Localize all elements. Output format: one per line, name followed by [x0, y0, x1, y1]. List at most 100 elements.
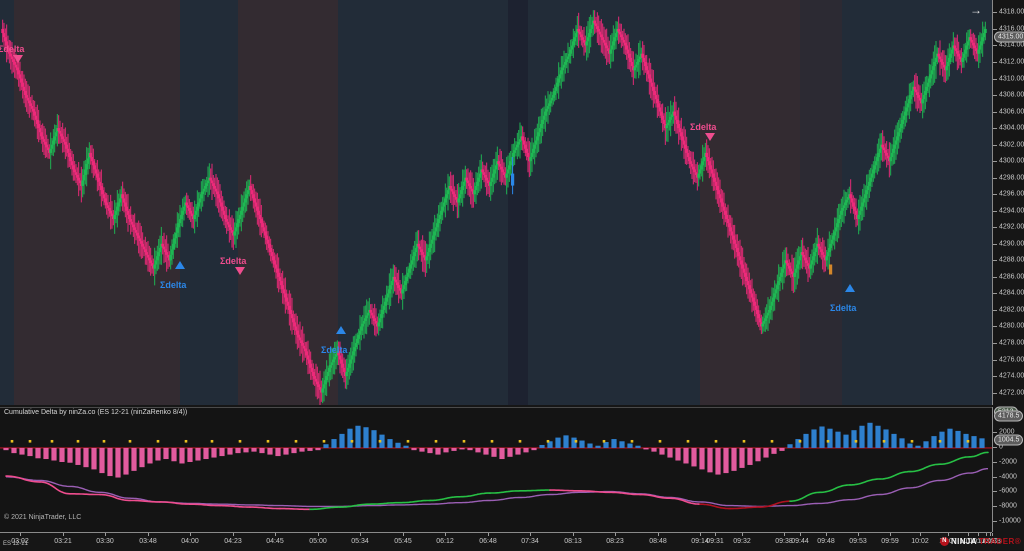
session-band — [508, 0, 528, 405]
price-axis-label: 4314.00 — [999, 41, 1024, 49]
time-tick — [948, 533, 949, 536]
price-axis-label: 4304.00 — [999, 124, 1024, 132]
sigma-delta-label: Σdelta — [830, 303, 857, 313]
time-tick — [233, 533, 234, 536]
time-axis-label: 10:14 — [969, 538, 987, 545]
signal-triangle-down-icon — [705, 133, 715, 141]
price-axis-label: 4276.00 — [999, 356, 1024, 364]
price-axis[interactable]: 4318.00 4316.00 4314.00 4312.00 4310.00 4308.… — [992, 0, 1024, 405]
time-axis-label: 10:18 — [977, 538, 995, 545]
indicator-axis-label: -6000 — [999, 487, 1017, 495]
indicator-tick — [993, 476, 997, 478]
price-tick — [993, 61, 997, 63]
time-tick — [20, 533, 21, 536]
cumulative-delta-plot — [0, 422, 992, 511]
ninjatrader-mark-icon: N — [939, 537, 949, 546]
price-chart-panel[interactable]: Σdelta Σdelta Σdelta Σdelta Σdelta Σdelta — [0, 0, 992, 405]
price-tick — [993, 78, 997, 80]
time-axis[interactable]: 03:02 03:21 03:30 03:48 04:00 04:23 04:45 05:00… — [0, 532, 1001, 551]
indicator-tick — [993, 461, 997, 463]
price-axis-label: 4318.00 — [999, 8, 1024, 16]
time-tick — [318, 533, 319, 536]
session-band — [0, 0, 14, 405]
signal-triangle-up-icon — [336, 326, 346, 334]
cumulative-delta-panel[interactable]: Cumulative Delta by ninZa.co (ES 12-21 (… — [0, 407, 992, 533]
time-axis-label: 09:31 — [706, 538, 724, 545]
indicator-axis-label: 2000 — [999, 428, 1015, 436]
price-axis-label: 4272.00 — [999, 389, 1024, 397]
time-axis-label: 10:23 — [983, 538, 1001, 545]
signal-triangle-up-icon — [845, 284, 855, 292]
price-tick — [993, 227, 997, 229]
price-axis-label: 4308.00 — [999, 91, 1024, 99]
price-axis-label: 4274.00 — [999, 372, 1024, 380]
indicator-value-badge[interactable]: 4178.5 — [994, 410, 1024, 422]
price-axis-label: 4288.00 — [999, 256, 1024, 264]
session-band — [338, 0, 508, 405]
price-tick — [993, 260, 997, 262]
session-band — [14, 0, 180, 405]
time-axis-label: 05:34 — [351, 538, 369, 545]
price-tick — [993, 194, 997, 196]
time-axis-label: 09:53 — [849, 538, 867, 545]
time-tick — [890, 533, 891, 536]
time-tick — [190, 533, 191, 536]
time-axis-label: 06:48 — [479, 538, 497, 545]
price-tick — [993, 111, 997, 113]
sigma-delta-label: Σdelta — [690, 122, 717, 132]
price-tick — [993, 28, 997, 30]
time-axis-label: 08:23 — [606, 538, 624, 545]
signal-triangle-down-icon — [13, 55, 23, 63]
time-tick — [986, 533, 987, 536]
time-axis-label: 03:02 — [11, 538, 29, 545]
time-tick — [275, 533, 276, 536]
indicator-axis[interactable]: 20000-2000-4000-6000-8000-1000052134178.… — [992, 406, 1024, 532]
price-tick — [993, 161, 997, 163]
indicator-axis-label: -10000 — [999, 517, 1021, 525]
price-axis-label: 4280.00 — [999, 322, 1024, 330]
price-candles — [1, 10, 987, 405]
time-axis-label: 03:30 — [96, 538, 114, 545]
time-tick — [63, 533, 64, 536]
time-axis-label: 10:22 — [981, 538, 999, 545]
time-tick — [990, 533, 991, 536]
session-band — [528, 0, 700, 405]
indicator-axis-label: 0 — [999, 443, 1003, 451]
time-tick — [700, 533, 701, 536]
time-axis-label: 07:34 — [521, 538, 539, 545]
price-axis-label: 4286.00 — [999, 273, 1024, 281]
time-tick — [658, 533, 659, 536]
time-tick — [968, 533, 969, 536]
price-tick — [993, 276, 997, 278]
current-price-badge[interactable]: 4315.00 — [994, 31, 1024, 43]
price-axis-label: 4292.00 — [999, 223, 1024, 231]
indicator-title: Cumulative Delta by ninZa.co (ES 12-21 (… — [4, 409, 188, 416]
time-axis-label: 09:14 — [691, 538, 709, 545]
price-axis-label: 4282.00 — [999, 306, 1024, 314]
scroll-to-latest-icon[interactable]: → — [970, 3, 982, 17]
time-axis-label: 05:00 — [309, 538, 327, 545]
price-axis-label: 4298.00 — [999, 174, 1024, 182]
indicator-tick — [993, 491, 997, 493]
sigma-delta-label: Σdelta — [220, 256, 247, 266]
price-tick — [993, 177, 997, 179]
time-tick — [148, 533, 149, 536]
time-tick — [858, 533, 859, 536]
time-axis-label: 05:45 — [394, 538, 412, 545]
copyright-label: © 2021 NinjaTrader, LLC — [4, 514, 82, 521]
time-axis-label: 04:45 — [266, 538, 284, 545]
indicator-value-badge[interactable]: 1004.5 — [994, 434, 1024, 445]
time-axis-label: 03:21 — [54, 538, 72, 545]
price-tick — [993, 326, 997, 328]
price-axis-label: 4294.00 — [999, 207, 1024, 215]
sigma-delta-label: Σdelta — [160, 280, 187, 290]
time-axis-label: 08:48 — [649, 538, 667, 545]
price-axis-label: 4302.00 — [999, 141, 1024, 149]
price-tick — [993, 343, 997, 344]
price-tick — [993, 376, 997, 378]
time-tick — [784, 533, 785, 536]
price-tick — [993, 293, 997, 295]
time-axis-label: 09:59 — [881, 538, 899, 545]
time-axis-label: 10:02 — [911, 538, 929, 545]
